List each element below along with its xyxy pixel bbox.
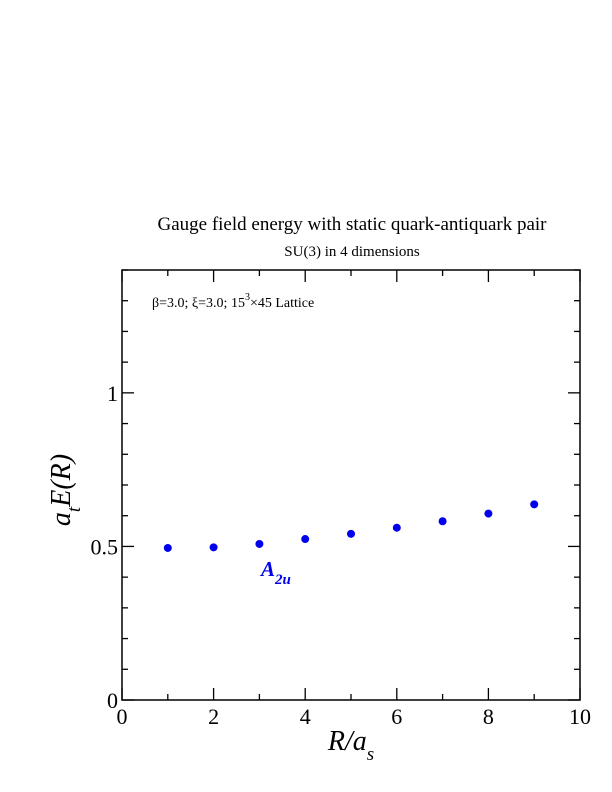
data-point bbox=[438, 517, 447, 526]
x-axis-label: R/as bbox=[327, 726, 374, 765]
x-tick-label: 0 bbox=[117, 704, 128, 729]
series-a2u-label-main: A bbox=[259, 557, 275, 581]
data-point bbox=[347, 529, 355, 538]
series-a2u-label: A2u bbox=[259, 557, 291, 588]
x-tick-label: 6 bbox=[391, 704, 402, 729]
lattice-rest: ×45 Lattice bbox=[250, 296, 314, 311]
lattice-base: 15 bbox=[231, 296, 245, 311]
data-point bbox=[530, 500, 539, 509]
series-a2u-points bbox=[163, 500, 539, 552]
axis-tick-labels: 0 2 4 6 8 10 0 0.5 1 bbox=[91, 381, 592, 729]
x-axis-label-sub: s bbox=[367, 744, 374, 765]
y-tick-label: 0.5 bbox=[91, 534, 119, 559]
x-axis-label-main: R/a bbox=[327, 726, 367, 757]
axis-ticks bbox=[121, 269, 581, 701]
data-point bbox=[301, 535, 310, 544]
beta-value: β=3.0; bbox=[152, 296, 188, 311]
y-axis-label: atE(R) bbox=[46, 454, 85, 526]
x-tick-label: 2 bbox=[208, 704, 219, 729]
series-a2u-label-sub: 2u bbox=[274, 572, 291, 588]
lattice-annotation: β=3.0; ξ=3.0; 153×45 Lattice bbox=[152, 292, 314, 311]
chart-title: Gauge field energy with static quark-ant… bbox=[157, 214, 547, 235]
x-tick-label: 10 bbox=[569, 704, 591, 729]
x-tick-label: 8 bbox=[483, 704, 494, 729]
plot-frame bbox=[121, 269, 581, 701]
data-point bbox=[163, 543, 172, 552]
data-point bbox=[392, 523, 401, 532]
x-tick-label: 4 bbox=[300, 704, 311, 729]
y-axis-label-post: E(R) bbox=[46, 454, 77, 508]
y-tick-label: 1 bbox=[107, 381, 118, 406]
data-point bbox=[484, 509, 493, 518]
chart-subtitle: SU(3) in 4 dimensions bbox=[284, 244, 420, 260]
y-axis-label-sub: t bbox=[64, 506, 85, 512]
y-axis-label-pre: a bbox=[46, 512, 77, 526]
xi-value: ξ=3.0; bbox=[192, 296, 228, 311]
data-point bbox=[255, 539, 264, 548]
y-tick-label: 0 bbox=[107, 688, 118, 713]
lattice-exponent: 3 bbox=[245, 292, 250, 303]
data-point bbox=[209, 543, 218, 552]
